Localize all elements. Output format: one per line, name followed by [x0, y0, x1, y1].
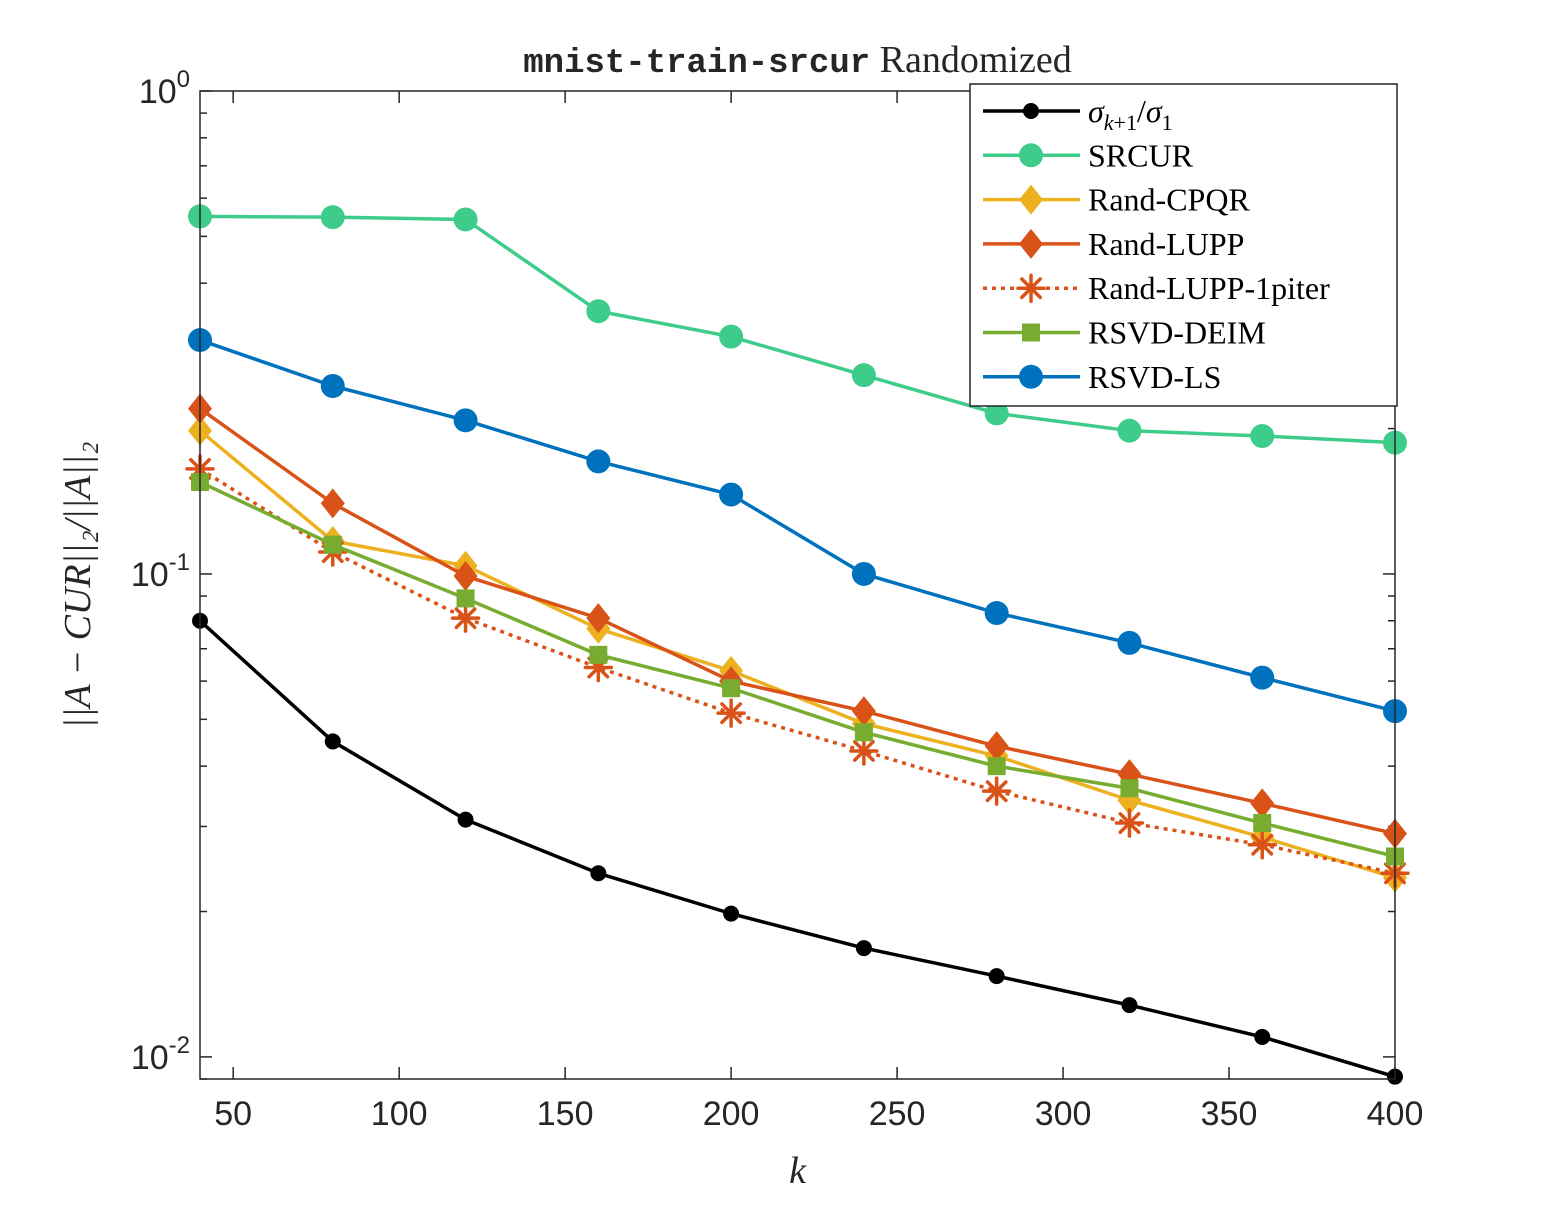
y-tick-label: 10-2	[131, 1032, 190, 1077]
x-tick-label: 150	[537, 1095, 594, 1133]
data-point	[719, 324, 744, 349]
data-point	[849, 736, 879, 766]
data-point	[450, 603, 481, 633]
data-point	[716, 698, 746, 728]
data-point	[590, 865, 607, 882]
series-group	[185, 204, 1410, 1085]
legend-marker	[1019, 364, 1043, 389]
data-point	[457, 811, 474, 828]
data-point	[1117, 630, 1142, 655]
data-point	[456, 589, 475, 608]
data-point	[1121, 997, 1138, 1014]
data-point	[453, 207, 478, 232]
data-point	[586, 603, 611, 634]
legend-entry: Rand-CPQR	[983, 182, 1250, 218]
series-line	[199, 214, 1396, 445]
legend-marker	[1016, 273, 1046, 303]
series-line	[199, 338, 1396, 713]
data-point	[320, 488, 345, 519]
x-tick-label: 400	[1367, 1095, 1424, 1133]
data-point	[453, 561, 478, 592]
legend-entry: SRCUR	[983, 137, 1194, 173]
legend-label: Rand-LUPP-1piter	[1088, 270, 1330, 306]
data-point	[1117, 418, 1142, 443]
series-line	[198, 407, 1396, 836]
data-point	[854, 723, 873, 742]
data-point	[1253, 814, 1272, 833]
data-point	[984, 401, 1009, 426]
legend-marker	[1019, 228, 1043, 259]
data-point	[851, 561, 876, 586]
data-point	[984, 731, 1009, 762]
axis-labels: mnist-train-srcur Randomized k ||A − CUR||…	[57, 39, 1072, 1192]
x-tick-label: 350	[1201, 1095, 1258, 1133]
data-point	[1250, 665, 1275, 690]
legend-entry: RSVD-LS	[983, 359, 1221, 395]
data-point	[1114, 808, 1145, 838]
series-6	[188, 328, 1407, 724]
legend-entry: Rand-LUPP-1piter	[983, 270, 1330, 306]
legend-label: SRCUR	[1088, 137, 1194, 173]
data-point	[324, 733, 341, 750]
axes-box	[199, 90, 1396, 1080]
y-tick-label: 10-1	[131, 549, 190, 594]
series-0	[192, 612, 1403, 1085]
y-axis-label: ||A − CUR||₂/||A||₂	[57, 442, 99, 729]
legend-label: Rand-LUPP	[1088, 226, 1244, 262]
series-line	[198, 619, 1396, 1079]
data-point	[320, 374, 345, 399]
legend-label: Rand-CPQR	[1088, 182, 1250, 218]
axis-ticks: 50 100 150 200 250 300 350 400 100 10-1 10-2	[131, 66, 1424, 1133]
legend-marker	[1019, 143, 1043, 168]
axes-frame	[199, 90, 1396, 1080]
chart-title: mnist-train-srcur Randomized	[523, 39, 1071, 83]
legend-entry: σk+1/σ1	[983, 93, 1173, 135]
legend-marker	[1019, 184, 1043, 215]
x-axis-label: k	[789, 1150, 807, 1192]
data-point	[1250, 788, 1275, 819]
legend-label: RSVD-LS	[1088, 359, 1221, 395]
data-point	[851, 696, 876, 727]
data-point	[1247, 829, 1277, 860]
data-point	[723, 905, 740, 922]
series-5	[191, 473, 1404, 866]
legend-marker	[1023, 103, 1039, 119]
legend-label: σk+1/σ1	[1088, 93, 1173, 135]
data-point	[586, 449, 611, 474]
legend-label: RSVD-DEIM	[1088, 315, 1266, 351]
data-point	[589, 645, 608, 664]
data-point	[855, 940, 872, 957]
x-tick-label: 250	[869, 1095, 926, 1133]
data-point	[1250, 424, 1275, 449]
data-point	[453, 408, 478, 433]
data-point	[987, 757, 1006, 776]
x-tick-label: 300	[1035, 1095, 1092, 1133]
data-point	[984, 601, 1009, 626]
y-tick-label: 100	[139, 66, 190, 111]
x-tick-label: 100	[371, 1095, 428, 1133]
data-point	[586, 299, 611, 324]
x-tick-label: 200	[703, 1095, 760, 1133]
data-point	[851, 363, 876, 388]
legend-entry: Rand-LUPP	[983, 226, 1244, 262]
data-point	[1254, 1028, 1271, 1045]
data-point	[320, 205, 345, 230]
data-point	[988, 968, 1005, 985]
data-point	[719, 482, 744, 507]
x-tick-label: 50	[214, 1095, 252, 1133]
legend-entry: RSVD-DEIM	[983, 315, 1266, 351]
legend-marker	[1022, 323, 1040, 342]
data-point	[722, 679, 741, 698]
data-point	[981, 776, 1012, 806]
series-line	[199, 480, 1396, 859]
data-point	[323, 535, 342, 554]
data-point	[1120, 779, 1139, 798]
